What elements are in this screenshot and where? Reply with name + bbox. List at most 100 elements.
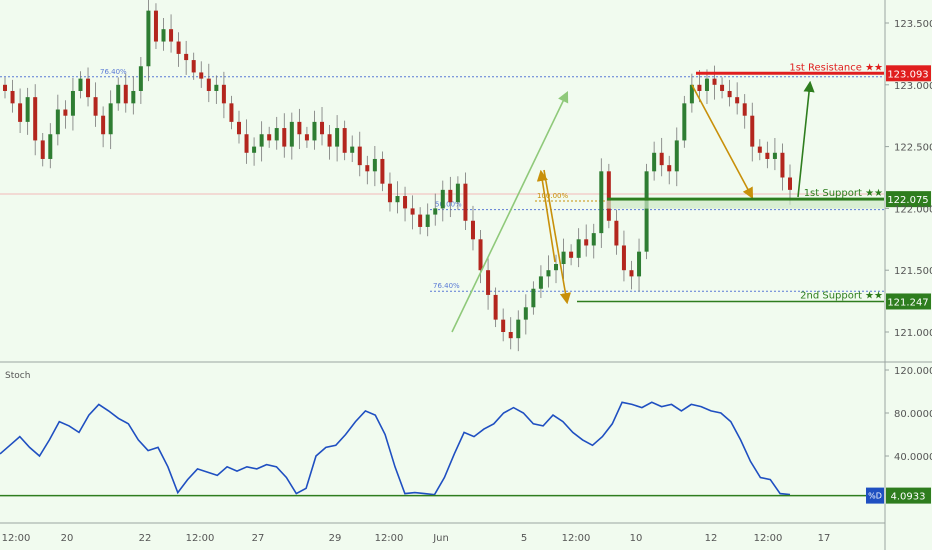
candle: [470, 220, 475, 240]
stoch-tick-label: 40.0000: [894, 452, 932, 463]
candle: [621, 245, 626, 271]
candle: [584, 239, 589, 246]
candle: [146, 10, 151, 67]
time-tick-label: 12:00: [375, 533, 404, 544]
price-tick-label: 123.000: [894, 81, 932, 92]
candle: [455, 183, 460, 203]
candle: [501, 319, 506, 332]
projection-arrow-up-light: [451, 90, 569, 333]
candle: [599, 171, 604, 234]
stoch-series-label: %D: [868, 492, 882, 501]
candle: [576, 239, 581, 258]
price-tick-label: 121.500: [894, 266, 932, 277]
candle: [25, 97, 30, 122]
candle: [689, 84, 694, 104]
candle: [357, 146, 362, 166]
stochastic-panel: %D 4.0933: [0, 401, 931, 504]
candle: [463, 183, 468, 221]
candle: [682, 103, 687, 141]
candle: [259, 134, 264, 147]
fib-label: 50.00%: [435, 201, 462, 209]
candle: [289, 121, 294, 147]
candle: [199, 72, 204, 79]
candle: [191, 60, 196, 73]
projection-arrow-down: [543, 169, 571, 305]
candle: [48, 134, 53, 159]
candle: [448, 189, 453, 203]
time-tick-label: 12:00: [754, 533, 783, 544]
projection-arrow-up: [536, 169, 556, 263]
candle: [720, 84, 725, 91]
stoch-value-label: 4.0933: [891, 492, 926, 503]
candle: [486, 270, 491, 295]
candle: [410, 208, 415, 215]
candle: [674, 140, 679, 172]
candle: [206, 78, 211, 91]
candle: [70, 90, 75, 116]
candle: [108, 103, 113, 135]
candle: [652, 152, 657, 172]
time-tick-label: 22: [139, 533, 152, 544]
candle: [637, 251, 642, 277]
time-tick-label: 29: [329, 533, 342, 544]
candle: [86, 78, 91, 98]
candle: [644, 171, 649, 252]
candle: [40, 140, 45, 159]
candle: [418, 214, 423, 227]
candle: [304, 134, 309, 141]
price-tick-label: 122.000: [894, 204, 932, 215]
stoch-line: [0, 401, 791, 496]
stoch-tick-label: 80.0000: [894, 409, 932, 420]
candle: [478, 239, 483, 271]
price-tick-label: 121.000: [894, 328, 932, 339]
candle: [312, 121, 317, 141]
level-label: 1st Resistance ★★: [789, 62, 883, 73]
candle: [55, 109, 60, 135]
level-label: 2nd Support ★★: [800, 290, 883, 301]
time-tick-label: 12: [705, 533, 718, 544]
candle: [244, 134, 249, 153]
candle: [742, 103, 747, 116]
candle: [78, 78, 83, 91]
candle: [614, 220, 619, 246]
candle: [18, 103, 23, 122]
candle: [372, 158, 377, 172]
candle: [297, 121, 302, 135]
candle: [176, 41, 181, 54]
candle: [267, 134, 272, 141]
stoch-title: Stoch: [5, 371, 30, 381]
candle: [221, 84, 226, 104]
support-zone: [607, 200, 884, 209]
candle: [3, 84, 7, 91]
projection-arrows: [451, 80, 815, 333]
candle: [561, 251, 566, 265]
candle: [10, 90, 15, 104]
candle: [750, 115, 755, 147]
candle: [757, 146, 762, 153]
candle: [184, 53, 189, 61]
candle: [629, 270, 634, 277]
candle: [169, 29, 174, 42]
level-value-label: 123.093: [887, 69, 928, 80]
candle: [282, 128, 287, 147]
candle: [320, 121, 325, 135]
candle: [554, 264, 559, 271]
candle: [425, 214, 430, 227]
time-tick-label: 20: [61, 533, 74, 544]
candle: [523, 307, 528, 320]
candle: [153, 10, 158, 42]
candle: [335, 128, 340, 147]
time-tick-label: 17: [818, 533, 831, 544]
candle: [531, 288, 536, 308]
candle: [433, 208, 438, 215]
candle: [712, 78, 717, 85]
candle: [93, 97, 98, 116]
time-tick-label: 12:00: [2, 533, 31, 544]
fib-label: 76.40%: [100, 68, 127, 76]
candle: [63, 109, 68, 116]
candle: [780, 152, 785, 178]
level-value-label: 122.075: [887, 195, 928, 206]
time-tick-label: 5: [521, 533, 527, 544]
